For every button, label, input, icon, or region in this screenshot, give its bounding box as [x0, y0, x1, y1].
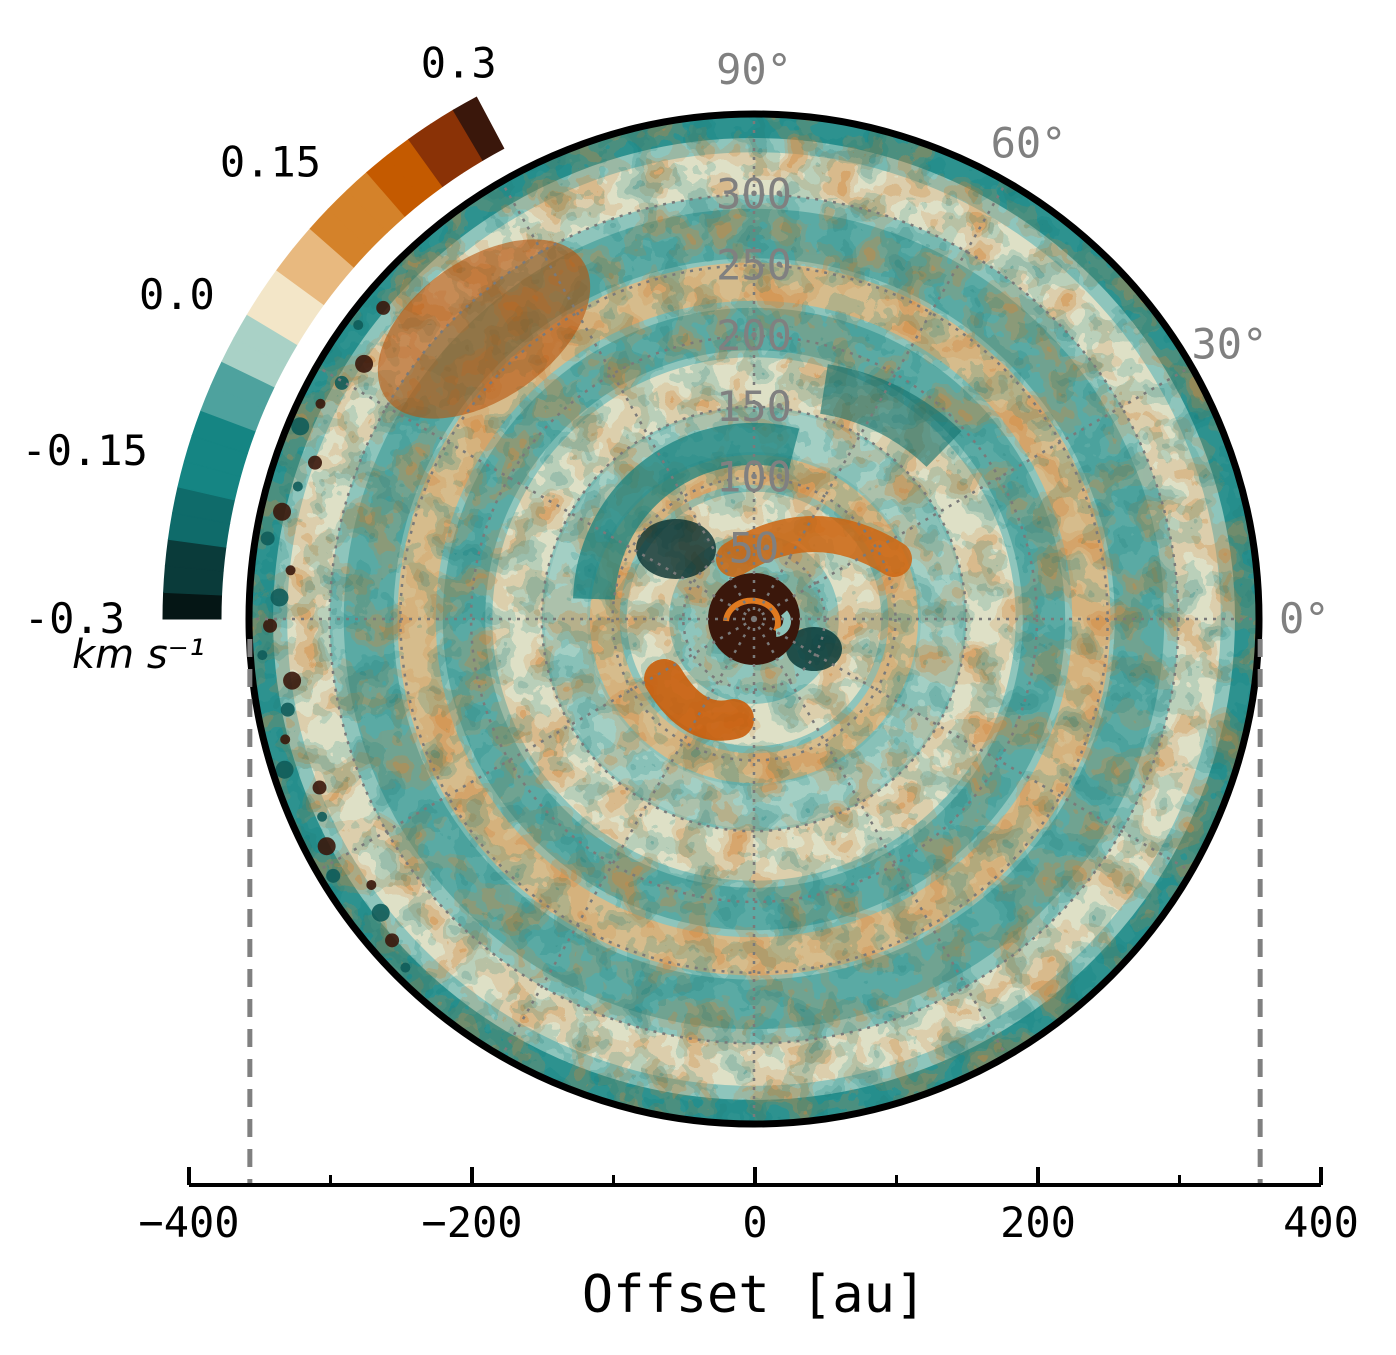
radial-tick-label: 50	[729, 523, 780, 572]
edge-speck	[273, 502, 292, 521]
edge-speck	[275, 760, 294, 779]
inner-teal-arc	[573, 422, 800, 601]
colorbar	[162, 96, 505, 620]
edge-speck	[292, 481, 303, 492]
radial-gridline-100	[611, 476, 897, 762]
radial-tick-label: 250	[716, 240, 792, 289]
colorbar-tick-label: 0.3	[421, 39, 497, 88]
angular-gridline-150	[316, 365, 755, 621]
radial-tick-label: 200	[716, 311, 792, 360]
polar-grid	[249, 114, 1259, 1124]
x-tick-label: −400	[138, 1198, 239, 1247]
colorbar-tick-label: 0.0	[139, 270, 215, 319]
edge-speck	[291, 417, 310, 436]
x-axis-label: Offset [au]	[582, 1265, 926, 1325]
angular-tick-label: 30°	[1192, 320, 1268, 369]
colorbar-tick-label: 0.15	[220, 138, 321, 187]
radial-tick-label: 100	[716, 453, 792, 502]
x-tick-label: 200	[1000, 1198, 1076, 1247]
edge-speck	[366, 879, 377, 890]
colorbar-unit-label: km s⁻¹	[72, 632, 205, 678]
edge-speck	[376, 300, 391, 315]
x-axis: −400 −200 0 200 400	[138, 1167, 1359, 1247]
colorbar-segment	[452, 96, 505, 161]
edge-speck	[283, 671, 302, 690]
disk-edge-guides	[247, 639, 1263, 1185]
colorbar-tick-label: -0.15	[21, 426, 147, 475]
angular-gridline-30	[753, 365, 1192, 621]
edge-speck	[353, 320, 364, 331]
edge-speck	[355, 354, 374, 373]
angular-tick-label: 90°	[716, 45, 792, 94]
colorbar-tick-label: -0.3	[24, 594, 125, 643]
edge-speck	[371, 903, 390, 922]
radial-gridline-50	[682, 547, 826, 691]
edge-speck	[317, 811, 328, 822]
radial-gridline-150	[540, 405, 968, 833]
x-tick-label: −200	[421, 1198, 522, 1247]
edge-speck	[317, 837, 336, 856]
angular-tick-label: 60°	[991, 119, 1067, 168]
edge-speck	[400, 962, 411, 973]
disk-features	[257, 239, 962, 973]
edge-speck	[280, 702, 295, 717]
angular-gridline-210	[316, 617, 755, 873]
edge-speck	[308, 455, 323, 470]
edge-speck	[315, 398, 326, 409]
radial-gridline-200	[469, 334, 1039, 904]
edge-speck	[257, 650, 268, 661]
edge-speck	[270, 588, 289, 607]
colorbar-segment	[162, 591, 223, 620]
edge-speck	[263, 618, 278, 633]
disk-outline	[245, 110, 1263, 1128]
angular-tick-label: 0°	[1279, 594, 1330, 643]
edge-speck	[385, 933, 400, 948]
angular-gridline-60	[752, 181, 1008, 620]
edge-speck	[285, 565, 296, 576]
warm-patch-northwest	[377, 239, 591, 419]
radial-tick-label: 150	[716, 382, 792, 431]
edge-speck	[312, 780, 327, 795]
warm-arm-south	[644, 659, 754, 741]
angular-gridline-300	[752, 618, 1008, 1057]
edge-speck	[260, 531, 275, 546]
radial-tick-labels: 50 100 150 200 250 300	[716, 170, 792, 573]
radial-tick-label: 300	[716, 170, 792, 219]
upper-teal-arc	[819, 364, 962, 468]
edge-speck	[280, 734, 291, 745]
inner-spiral-arm	[723, 597, 781, 633]
angular-tick-labels: 0° 30° 60° 90°	[716, 45, 1330, 643]
angular-gridline-120	[500, 181, 756, 620]
dark-teal-blob-west	[636, 519, 716, 579]
x-tick-label: 0	[742, 1198, 767, 1247]
edge-speck	[326, 868, 341, 883]
colorbar-tick-labels: -0.3 -0.15 0.0 0.15 0.3	[21, 39, 496, 643]
warm-arm-north	[716, 516, 912, 577]
dark-teal-blob-east	[786, 627, 842, 671]
angular-gridline-240	[500, 618, 756, 1057]
x-tick-label: 400	[1283, 1198, 1359, 1247]
angular-gridline-330	[753, 617, 1192, 873]
